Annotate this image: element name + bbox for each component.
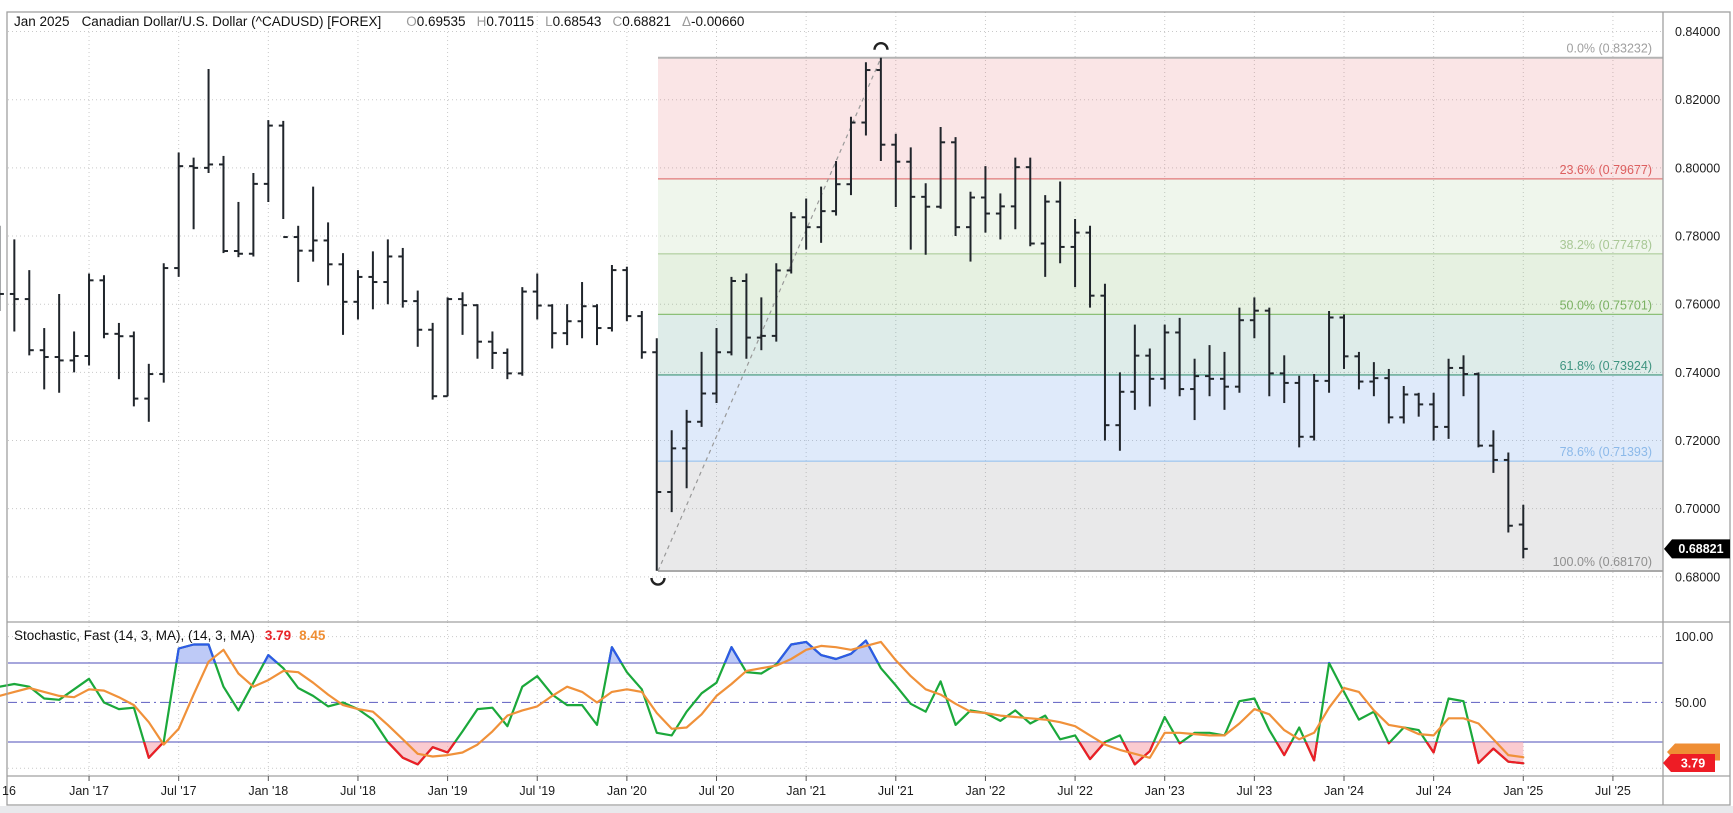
- stoch-axis-label: 50.00: [1675, 696, 1706, 710]
- chart-title: Canadian Dollar/U.S. Dollar (^CADUSD) [F…: [81, 14, 382, 29]
- stoch-k-line: [0, 639, 1525, 766]
- time-axis-label: Jul '19: [519, 784, 555, 798]
- page-bottom-strip: [0, 806, 1733, 813]
- time-axis-label: Jan '20: [607, 784, 647, 798]
- fib-labels: 0.0% (0.83232) 23.6% (0.79677) 38.2% (0.77…: [1553, 42, 1652, 569]
- time-axis-label: Jul '24: [1416, 784, 1452, 798]
- time-axis-label: Jul '21: [878, 784, 914, 798]
- fib-handle-bottom-icon[interactable]: [650, 577, 666, 586]
- price-axis-labels[interactable]: 0.84000 0.82000 0.80000 0.78000 0.76000 0.740…: [1675, 25, 1720, 710]
- fib-zone: [658, 253, 1663, 315]
- fib-zone: [658, 461, 1663, 572]
- ohlc-field-value: 0.68543: [552, 14, 602, 29]
- fib-level-label: 61.8% (0.73924): [1560, 359, 1652, 373]
- time-axis-label: Jan '17: [69, 784, 109, 798]
- ohlc-field-value: 0.70115: [486, 14, 535, 29]
- price-axis-label: 0.76000: [1675, 298, 1720, 312]
- price-axis-label: 0.78000: [1675, 230, 1720, 244]
- indicator-header: Stochastic, Fast (14, 3, MA), (14, 3, MA…: [14, 628, 325, 643]
- stoch-k-badge-shape: [1663, 754, 1715, 772]
- fib-zone: [658, 178, 1663, 254]
- stoch-plot: [0, 639, 1525, 766]
- fib-level-label: 0.0% (0.83232): [1567, 42, 1652, 56]
- time-axis-label: Jan '19: [428, 784, 468, 798]
- stoch-axis-label: 100.00: [1675, 630, 1713, 644]
- time-axis-label: Jul '22: [1057, 784, 1093, 798]
- time-axis-label: Jan '24: [1324, 784, 1364, 798]
- time-axis-label: Jan '25: [1503, 784, 1543, 798]
- ohlc-field-label: O: [406, 14, 417, 29]
- price-axis-label: 0.80000: [1675, 161, 1720, 175]
- ohlc-field-label: Δ: [682, 14, 692, 29]
- fib-level-label: 50.0% (0.75701): [1560, 298, 1652, 312]
- stoch-d-value: 8.45: [299, 628, 326, 643]
- stoch-d-line: [0, 640, 1525, 759]
- indicator-name: Stochastic, Fast (14, 3, MA), (14, 3, MA…: [14, 628, 255, 643]
- price-axis-label: 0.68000: [1675, 570, 1720, 584]
- last-price-badge-text: 0.68821: [1678, 542, 1723, 556]
- stoch-k-badge-text: 3.79: [1681, 756, 1705, 770]
- time-axis-label: Jul '20: [699, 784, 735, 798]
- time-axis-label: Jan '23: [1145, 784, 1185, 798]
- price-axis-label: 0.74000: [1675, 366, 1720, 380]
- time-axis-label: Jul '17: [161, 784, 197, 798]
- stoch-overbought-fill: [176, 640, 879, 663]
- outer-frame: [6, 11, 1731, 806]
- time-axis-label: Jul '25: [1595, 784, 1631, 798]
- ohlc-field-label: L: [545, 14, 553, 29]
- chart-period-label: Jan 2025: [14, 14, 70, 29]
- time-axis-label: Jan '22: [965, 784, 1005, 798]
- fib-level-label: 23.6% (0.79677): [1560, 163, 1652, 177]
- ohlc-bars: [0, 57, 1528, 571]
- stoch-k-value: 3.79: [264, 628, 292, 643]
- price-axis-label: 0.70000: [1675, 502, 1720, 516]
- fib-level-label: 100.0% (0.68170): [1553, 555, 1652, 569]
- time-axis-label: Jul '23: [1236, 784, 1272, 798]
- chart-frame: [6, 11, 1731, 806]
- fib-zone: [658, 374, 1663, 462]
- price-axis-label: 0.84000: [1675, 25, 1720, 39]
- last-price-badge-shape: [1664, 539, 1730, 559]
- fib-zones: [658, 57, 1663, 572]
- fib-handle-top-icon[interactable]: [873, 42, 889, 50]
- stoch-oversold-fill: [7, 741, 1524, 765]
- ohlc-field-value: -0.00660: [691, 14, 745, 29]
- time-axis-label: Jan '21: [786, 784, 826, 798]
- time-axis-ticks[interactable]: [88, 776, 1614, 781]
- price-axis-label: 0.72000: [1675, 434, 1720, 448]
- time-axis-label: Jul '18: [340, 784, 376, 798]
- fib-zone: [658, 57, 1663, 179]
- chart-header: Jan 2025 Canadian Dollar/U.S. Dollar (^CA…: [14, 14, 744, 29]
- fib-level-label: 78.6% (0.71393): [1560, 445, 1652, 459]
- fib-zone: [658, 314, 1663, 375]
- ohlc-field-label: H: [476, 14, 487, 29]
- fib-trendline: [657, 57, 882, 572]
- ohlc-field-label: C: [612, 14, 623, 29]
- fib-lines: [650, 42, 1663, 586]
- ohlc-field-value: 0.68821: [622, 14, 672, 29]
- time-axis-label: Jan '18: [248, 784, 288, 798]
- ohlc-field-value: 0.69535: [416, 14, 466, 29]
- ohlc-readout: O0.69535 H0.70115 L0.68543 C0.68821 Δ-0.0066…: [395, 14, 744, 29]
- time-axis-label: 16: [2, 784, 16, 798]
- fib-level-label: 38.2% (0.77478): [1560, 238, 1652, 252]
- axis-badges: 0.68821 3.79: [1663, 539, 1730, 772]
- time-axis-labels[interactable]: 16 Jan '17 Jul '17 Jan '18 Jul '18 Jan '19 Jul…: [2, 784, 1631, 798]
- price-axis-label: 0.82000: [1675, 93, 1720, 107]
